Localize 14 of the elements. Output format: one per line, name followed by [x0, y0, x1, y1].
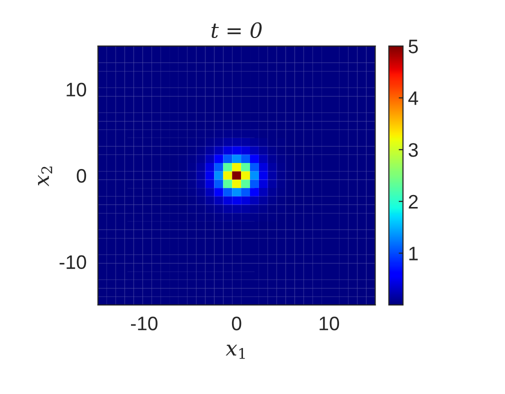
chart-title: t = 0: [212, 22, 262, 38]
y-tick-label: -10: [60, 255, 86, 270]
x-tick-label: 10: [320, 316, 340, 330]
x-tick-label: -10: [130, 316, 158, 330]
x-tick-label: 0: [232, 316, 242, 330]
x-axis-title: x$_{1}$: [226, 344, 245, 359]
color-bar-label: 1: [409, 246, 418, 260]
color-bar-label: 4: [408, 92, 418, 105]
y-tick-label: 10: [66, 82, 86, 96]
y-tick-label: 0: [76, 168, 86, 183]
color-bar-label: 2: [408, 194, 418, 208]
color-bar-label: 5: [408, 40, 418, 54]
color-bar-label: 3: [408, 143, 418, 157]
y-axis-title: x$_{2}$: [38, 166, 52, 186]
